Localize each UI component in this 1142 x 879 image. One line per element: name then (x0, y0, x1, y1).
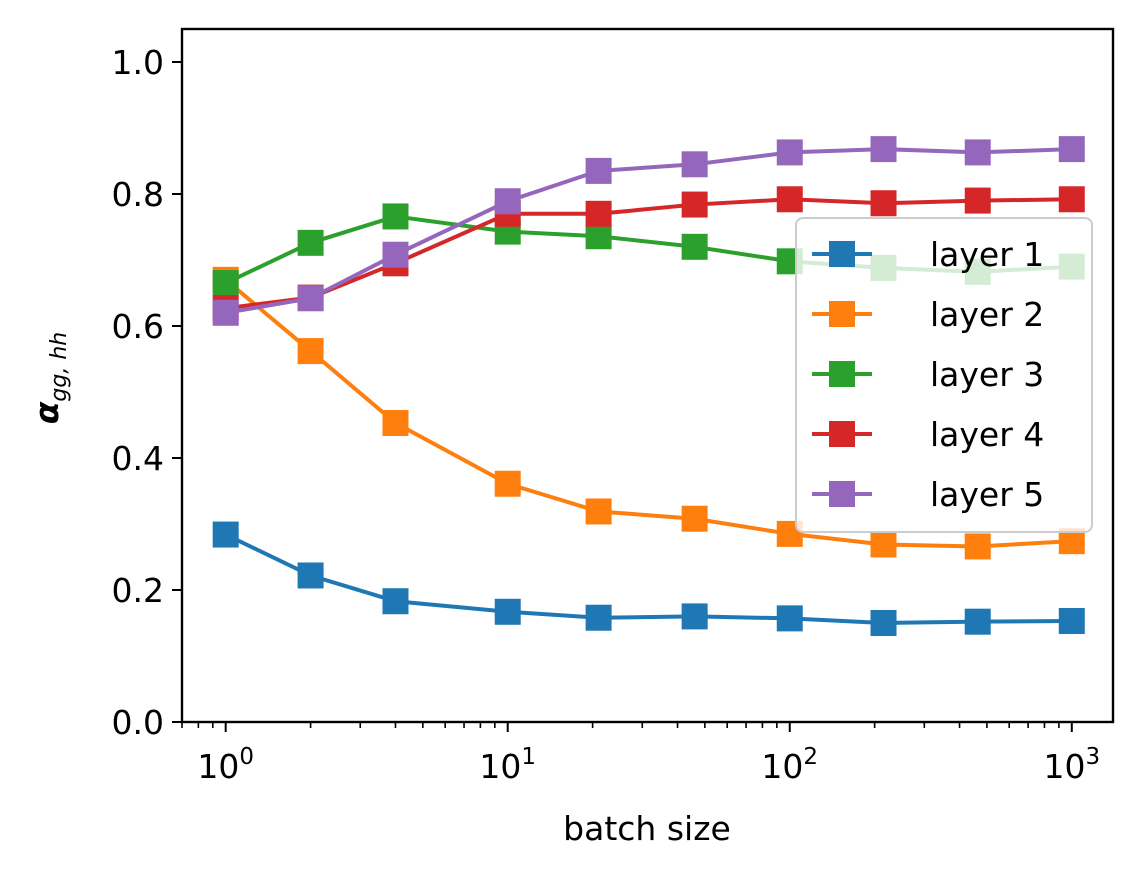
data-point (1058, 136, 1085, 163)
data-point (870, 531, 897, 558)
data-point (212, 299, 239, 326)
x-tick-label: 103 (1043, 744, 1100, 786)
data-point (870, 136, 897, 163)
y-tick-label: 0.4 (112, 439, 164, 478)
data-point (681, 191, 708, 218)
data-point (776, 139, 803, 166)
data-point (297, 338, 324, 365)
y-tick-label: 0.0 (112, 703, 164, 742)
x-tick-label-exponent: 0 (239, 744, 254, 770)
x-tick-label-exponent: 2 (803, 744, 818, 770)
data-point (1058, 608, 1085, 635)
y-axis-label-symbol: α (27, 401, 66, 424)
x-tick-label-exponent: 1 (521, 744, 536, 770)
data-point (870, 190, 897, 217)
series-5 (212, 136, 1085, 326)
data-point (870, 610, 897, 636)
data-point (382, 410, 409, 437)
legend-item: layer 2 (812, 295, 1044, 334)
series-layer (212, 136, 1085, 636)
data-point (964, 187, 991, 214)
data-point (297, 229, 324, 256)
data-point (1058, 186, 1085, 213)
series-line (224, 278, 1072, 549)
legend-label: layer 4 (930, 415, 1044, 454)
x-tick-label: 101 (479, 744, 536, 786)
x-tick-label: 102 (761, 744, 818, 786)
data-point (681, 233, 708, 260)
data-point (297, 562, 324, 589)
y-tick-label: 0.2 (112, 571, 164, 610)
legend-box (795, 217, 1093, 533)
legend-item: layer 1 (812, 235, 1044, 274)
legend-label: layer 1 (930, 235, 1044, 274)
legend-item: layer 4 (812, 415, 1044, 454)
legend-marker (829, 301, 855, 327)
data-point (681, 151, 708, 178)
data-point (212, 521, 239, 548)
data-point (585, 157, 612, 184)
data-point (964, 608, 991, 635)
data-point (297, 285, 324, 312)
data-point (964, 139, 991, 166)
data-point (585, 200, 612, 227)
series-line (224, 532, 1072, 625)
legend-item: layer 3 (812, 355, 1044, 394)
data-point (964, 533, 991, 560)
data-point (382, 241, 409, 268)
data-point (776, 605, 803, 632)
y-axis-label: αgg, hh (27, 332, 72, 424)
data-point (585, 223, 612, 250)
data-point (494, 470, 521, 497)
series-line (225, 147, 1072, 315)
x-tick-label-base: 10 (1043, 747, 1085, 786)
data-point (681, 505, 708, 532)
plot-frame (180, 27, 1115, 724)
legend-marker (829, 361, 855, 387)
data-point (382, 203, 409, 230)
legend-marker (829, 241, 855, 267)
data-point (585, 498, 612, 525)
series-1 (212, 521, 1085, 636)
data-point (681, 603, 708, 630)
data-point (494, 188, 521, 215)
x-tick-label-base: 10 (761, 747, 803, 786)
legend-item: layer 5 (812, 475, 1044, 514)
y-tick-label: 0.6 (112, 307, 164, 346)
x-axis: 100 101 102 103 (181, 722, 1100, 786)
x-tick-label-base: 10 (197, 747, 239, 786)
y-tick-label: 0.8 (112, 175, 164, 214)
y-axis: 0.0 0.2 0.4 0.6 0.8 1.0 (112, 43, 182, 742)
data-point (382, 588, 409, 615)
x-tick-label: 100 (197, 744, 254, 786)
legend-label: layer 5 (930, 475, 1044, 514)
data-point (585, 604, 612, 631)
legend-marker (829, 421, 855, 447)
data-point (776, 186, 803, 213)
data-point (212, 270, 239, 297)
y-tick-label: 1.0 (112, 43, 164, 82)
legend-label: layer 3 (930, 355, 1044, 394)
x-axis-label: batch size (563, 809, 731, 848)
data-point (494, 598, 521, 625)
series-line (225, 197, 1072, 311)
x-tick-label-base: 10 (479, 747, 521, 786)
x-tick-label-exponent: 3 (1085, 744, 1100, 770)
y-axis-label-subscript: gg, hh (47, 332, 72, 402)
legend-marker (829, 481, 855, 507)
legend: layer 1 layer 2 layer 3 layer 4 layer 5 (795, 217, 1093, 533)
legend-label: layer 2 (930, 295, 1044, 334)
